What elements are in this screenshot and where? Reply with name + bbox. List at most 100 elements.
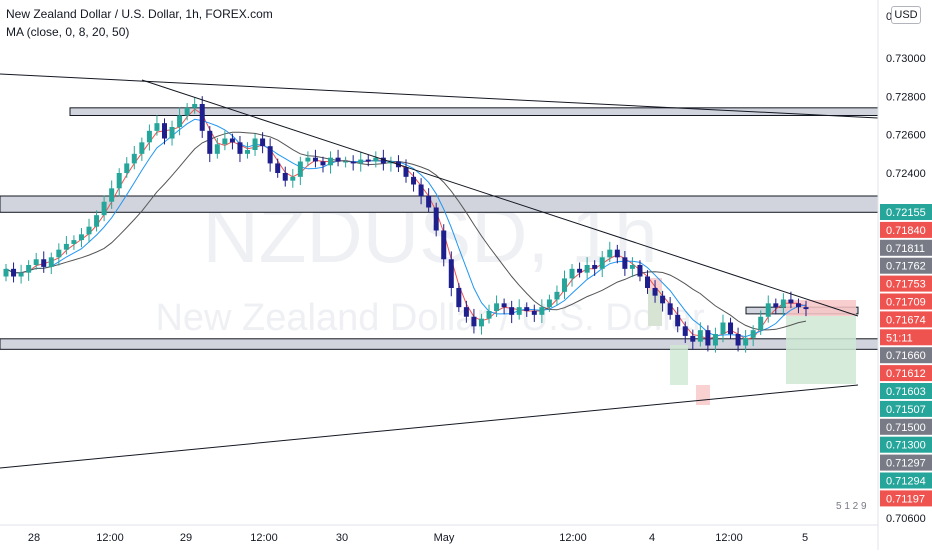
- candle[interactable]: [237, 136, 243, 163]
- candle[interactable]: [531, 304, 537, 322]
- candle[interactable]: [192, 97, 198, 114]
- candle[interactable]: [501, 298, 507, 315]
- candle[interactable]: [78, 228, 84, 248]
- candle[interactable]: [561, 270, 567, 299]
- candle[interactable]: [305, 151, 311, 167]
- candle[interactable]: [667, 297, 673, 320]
- candle[interactable]: [758, 310, 764, 335]
- candle[interactable]: [569, 264, 575, 287]
- candle[interactable]: [629, 257, 635, 278]
- candle[interactable]: [124, 157, 130, 178]
- candle[interactable]: [690, 329, 696, 350]
- candle[interactable]: [463, 300, 469, 323]
- candle[interactable]: [86, 218, 92, 243]
- candle[interactable]: [471, 308, 477, 334]
- candle[interactable]: [335, 149, 341, 167]
- candle[interactable]: [795, 298, 801, 314]
- candle[interactable]: [441, 224, 447, 267]
- candle[interactable]: [373, 151, 379, 168]
- candle[interactable]: [199, 96, 205, 138]
- candle[interactable]: [539, 299, 545, 324]
- indicator-label[interactable]: MA (close, 0, 8, 20, 50): [6, 25, 130, 39]
- candle[interactable]: [433, 202, 439, 237]
- candle[interactable]: [682, 321, 688, 344]
- candle[interactable]: [71, 235, 77, 250]
- candle[interactable]: [154, 115, 160, 136]
- candle[interactable]: [599, 251, 605, 278]
- candle[interactable]: [41, 251, 47, 273]
- candle[interactable]: [3, 264, 9, 282]
- candle[interactable]: [456, 283, 462, 312]
- candle[interactable]: [109, 180, 115, 209]
- stop-loss-box[interactable]: [786, 300, 856, 316]
- candle[interactable]: [720, 314, 726, 343]
- candle[interactable]: [358, 151, 364, 172]
- candle[interactable]: [546, 294, 552, 312]
- candle[interactable]: [297, 156, 303, 186]
- candle[interactable]: [780, 293, 786, 316]
- stop-loss-box[interactable]: [696, 385, 710, 405]
- candle[interactable]: [388, 156, 394, 172]
- candle[interactable]: [48, 252, 54, 275]
- candle[interactable]: [524, 302, 530, 317]
- candle[interactable]: [660, 290, 666, 312]
- take-profit-box[interactable]: [670, 345, 688, 385]
- currency-button[interactable]: USD: [891, 6, 921, 24]
- take-profit-box[interactable]: [786, 316, 856, 384]
- candle[interactable]: [94, 210, 100, 232]
- candle[interactable]: [584, 257, 590, 279]
- trend-line[interactable]: [141, 79, 859, 317]
- candle[interactable]: [712, 327, 718, 353]
- candle[interactable]: [494, 295, 500, 317]
- take-profit-box[interactable]: [648, 290, 662, 326]
- candle[interactable]: [773, 298, 779, 315]
- candle[interactable]: [705, 325, 711, 352]
- candle[interactable]: [554, 285, 560, 306]
- candle[interactable]: [26, 260, 32, 281]
- candle[interactable]: [411, 172, 417, 192]
- candle[interactable]: [418, 178, 424, 205]
- candle[interactable]: [33, 252, 39, 270]
- candle[interactable]: [486, 304, 492, 324]
- candle[interactable]: [161, 118, 167, 145]
- candle[interactable]: [350, 155, 356, 171]
- trend-line[interactable]: [0, 384, 859, 469]
- candle[interactable]: [11, 262, 17, 283]
- candle[interactable]: [637, 260, 643, 282]
- candle[interactable]: [139, 137, 145, 161]
- candle[interactable]: [652, 280, 658, 303]
- candle[interactable]: [380, 149, 386, 171]
- candle[interactable]: [222, 130, 228, 151]
- candle[interactable]: [18, 264, 24, 284]
- candle[interactable]: [101, 195, 107, 222]
- candle[interactable]: [365, 154, 371, 167]
- candle[interactable]: [577, 262, 583, 278]
- candle[interactable]: [645, 270, 651, 294]
- candle[interactable]: [267, 138, 273, 172]
- candle[interactable]: [328, 151, 334, 174]
- candle[interactable]: [131, 145, 137, 170]
- candle[interactable]: [229, 133, 235, 150]
- candle[interactable]: [426, 188, 432, 213]
- candle[interactable]: [697, 322, 703, 347]
- candle[interactable]: [184, 103, 190, 121]
- candle[interactable]: [607, 241, 613, 263]
- candle[interactable]: [622, 251, 628, 276]
- candle[interactable]: [448, 251, 454, 297]
- candle[interactable]: [290, 168, 296, 188]
- candle[interactable]: [478, 313, 484, 335]
- candle[interactable]: [750, 325, 756, 347]
- candle[interactable]: [803, 300, 809, 317]
- candle[interactable]: [177, 107, 183, 136]
- candle[interactable]: [245, 142, 251, 159]
- candle[interactable]: [63, 236, 69, 255]
- candle[interactable]: [214, 137, 220, 159]
- candle[interactable]: [592, 260, 598, 276]
- candle[interactable]: [207, 126, 213, 163]
- candle[interactable]: [320, 156, 326, 173]
- candle[interactable]: [614, 244, 620, 264]
- candle[interactable]: [728, 317, 734, 339]
- candle[interactable]: [116, 168, 122, 197]
